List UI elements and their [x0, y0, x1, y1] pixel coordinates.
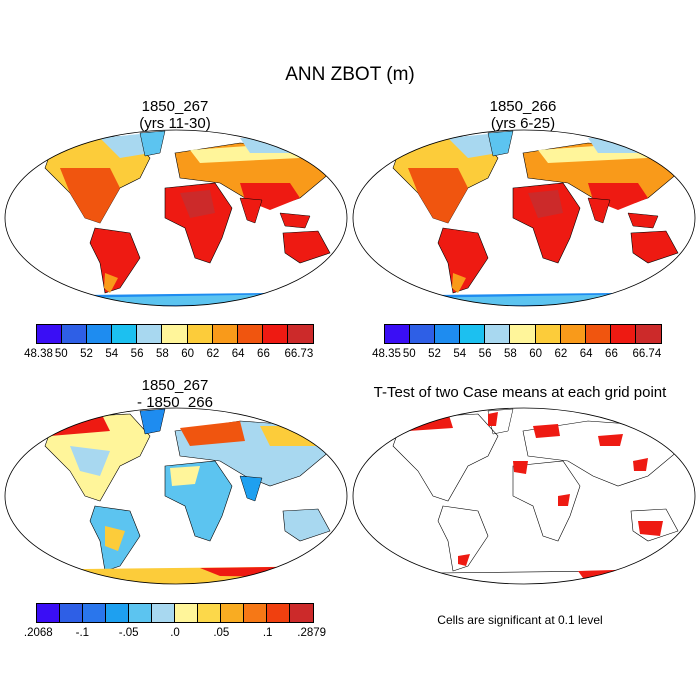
colorbar-tick-label: 64: [231, 348, 245, 360]
map-panel-2: [352, 129, 696, 307]
colorbar-tick-label: .2879: [297, 627, 327, 639]
panel-1-title-line2: (yrs 11-30): [139, 115, 211, 132]
colorbar-swatch: [244, 604, 267, 622]
colorbar-swatch: [435, 325, 461, 343]
colorbar-swatch: [610, 325, 636, 343]
colorbar-swatch: [560, 325, 586, 343]
colorbar-panel-2: 48.35 50 52 54 56 58 60 62 64 66 66.74: [372, 324, 662, 364]
map-panel-1: [4, 129, 348, 307]
colorbar-swatch: [198, 604, 221, 622]
colorbar-swatch: [290, 604, 313, 622]
colorbar-tick-label: 62: [554, 348, 568, 360]
colorbar-tick-label: 52: [80, 348, 93, 360]
colorbar-swatch: [162, 325, 188, 343]
colorbar-panel-1: 48.38 50 52 54 56 58 60 62 64 66 66.73: [24, 324, 314, 364]
colorbar-tick-label: 58: [155, 348, 169, 360]
colorbar-tick-label: 66.73: [284, 348, 314, 360]
map-panel-4: [352, 407, 696, 585]
colorbar-tick-label: 64: [579, 348, 593, 360]
colorbar-swatch: [221, 604, 244, 622]
colorbar-swatch: [60, 604, 83, 622]
colorbar-swatch: [37, 604, 60, 622]
panel-1-title-line1: 1850_267: [141, 98, 209, 115]
colorbar-tick-label: .2068: [23, 627, 53, 639]
colorbar-swatch: [37, 325, 63, 343]
colorbar-tick-label: 60: [181, 348, 195, 360]
colorbar-tick-label: .1: [262, 627, 273, 639]
colorbar-tick-label: 66: [605, 348, 618, 360]
colorbar-tick-label: 52: [428, 348, 441, 360]
colorbar-swatch: [129, 604, 152, 622]
colorbar-swatch: [585, 325, 611, 343]
colorbar-swatch: [152, 604, 175, 622]
panel-3-title: 1850_267 - 1850_266: [30, 377, 320, 411]
panel-1-title: 1850_267 (yrs 11-30): [30, 98, 320, 132]
panel-2-title-line1: 1850_266: [489, 98, 557, 115]
colorbar-tick-label: 50: [402, 348, 416, 360]
panel-3-title-line1: 1850_267: [141, 377, 209, 394]
colorbar-tick-label: 62: [206, 348, 220, 360]
colorbar-swatch: [267, 604, 290, 622]
colorbar-tick-label: -.1: [75, 627, 90, 639]
colorbar-tick-label: 58: [503, 348, 517, 360]
colorbar-swatch: [410, 325, 436, 343]
colorbar-swatch: [287, 325, 314, 343]
colorbar-swatch: [175, 604, 198, 622]
colorbar-tick-label: 54: [105, 348, 119, 360]
colorbar-swatch: [237, 325, 263, 343]
colorbar-tick-label: 60: [529, 348, 543, 360]
colorbar-swatch: [510, 325, 536, 343]
colorbar-swatch: [385, 325, 411, 343]
colorbar-tick-label: 56: [130, 348, 144, 360]
panel-2-title-line2: (yrs 6-25): [490, 115, 556, 132]
colorbar-swatch: [460, 325, 486, 343]
colorbar-swatch: [106, 604, 129, 622]
colorbar-tick-label: -.05: [118, 627, 139, 639]
colorbar-tick-label: 56: [478, 348, 492, 360]
colorbar-swatch: [187, 325, 213, 343]
map-panel-3: [4, 407, 348, 585]
colorbar-swatch: [83, 604, 106, 622]
colorbar-swatch: [262, 325, 288, 343]
figure-title: ANN ZBOT (m): [285, 64, 415, 85]
colorbar-tick-label: .05: [213, 627, 230, 639]
colorbar-tick-label: 66.74: [632, 348, 662, 360]
colorbar-tick-label: 48.38: [24, 348, 53, 360]
colorbar-tick-label: 48.35: [372, 348, 401, 360]
colorbar-tick-label: 50: [54, 348, 68, 360]
colorbar-swatch: [212, 325, 238, 343]
colorbar-swatch: [485, 325, 511, 343]
panel-3-title-line2: - 1850_266: [137, 394, 213, 411]
colorbar-panel-3: .2068 -.1 -.05 .0 .05 .1 .2879: [24, 603, 326, 643]
colorbar-swatch: [112, 325, 138, 343]
colorbar-tick-label: 66: [257, 348, 270, 360]
colorbar-swatch: [87, 325, 113, 343]
colorbar-swatch: [137, 325, 163, 343]
colorbar-tick-label: .0: [170, 627, 180, 639]
colorbar-swatch: [62, 325, 88, 343]
panel-4-title-line1: T-Test of two Case means at each grid po…: [373, 384, 667, 401]
colorbar-swatch: [535, 325, 561, 343]
significance-note: Cells are significant at 0.1 level: [437, 613, 603, 627]
panel-2-title: 1850_266 (yrs 6-25): [378, 98, 668, 132]
panel-4-title: T-Test of two Case means at each grid po…: [340, 384, 700, 401]
colorbar-tick-label: 54: [453, 348, 467, 360]
colorbar-swatch: [635, 325, 662, 343]
